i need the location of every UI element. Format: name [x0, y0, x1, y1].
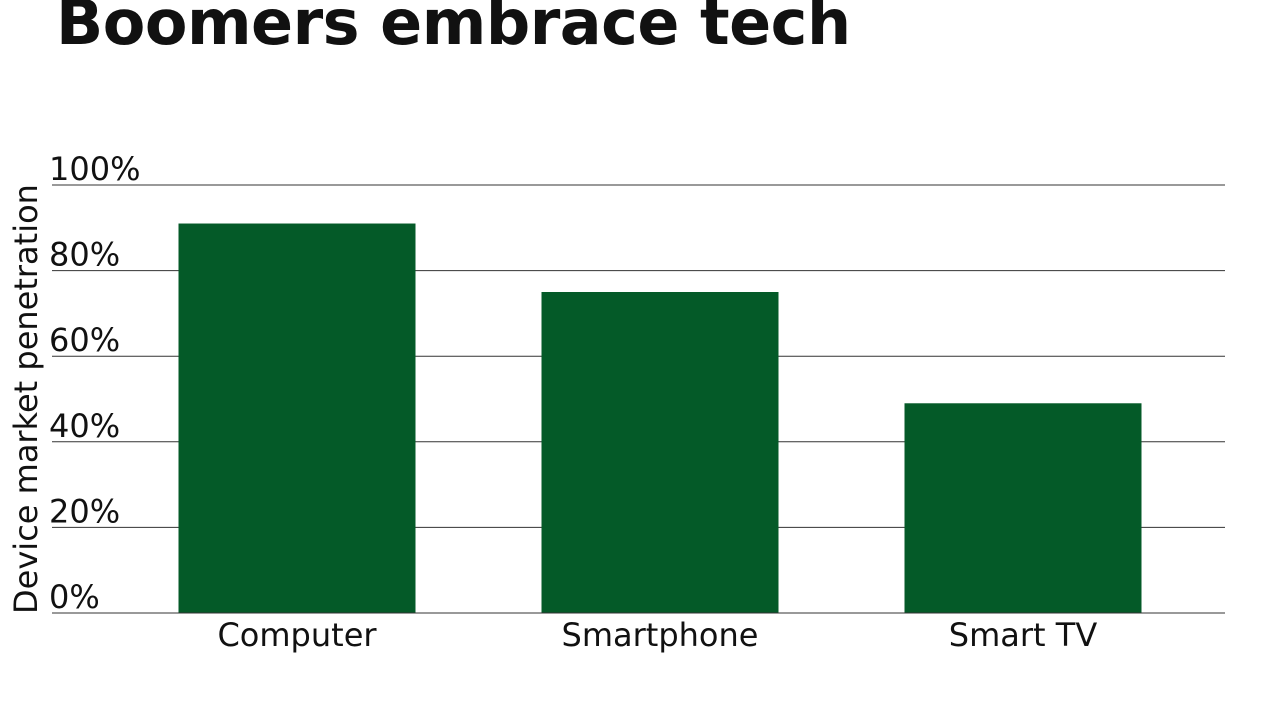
chart-title: Boomers embrace tech [56, 0, 851, 59]
y-tick-label: 60% [49, 321, 120, 359]
x-tick-label: Computer [217, 616, 377, 654]
x-axis-ticks: Computer Smartphone Smart TV [217, 616, 1097, 654]
y-axis-label: Device market penetration [7, 184, 45, 614]
y-tick-label: 80% [49, 236, 120, 274]
y-tick-label: 40% [49, 407, 120, 445]
bar-computer [178, 223, 416, 613]
y-tick-label: 100% [49, 150, 140, 188]
x-tick-label: Smart TV [949, 616, 1098, 654]
y-axis-ticks: 0% 20% 40% 60% 80% 100% [49, 150, 140, 616]
bar-smartphone [541, 292, 779, 613]
y-tick-label: 20% [49, 492, 120, 530]
bar-smart-tv [904, 403, 1142, 613]
x-tick-label: Smartphone [562, 616, 759, 654]
bars [178, 223, 1142, 613]
y-tick-label: 0% [49, 578, 100, 616]
